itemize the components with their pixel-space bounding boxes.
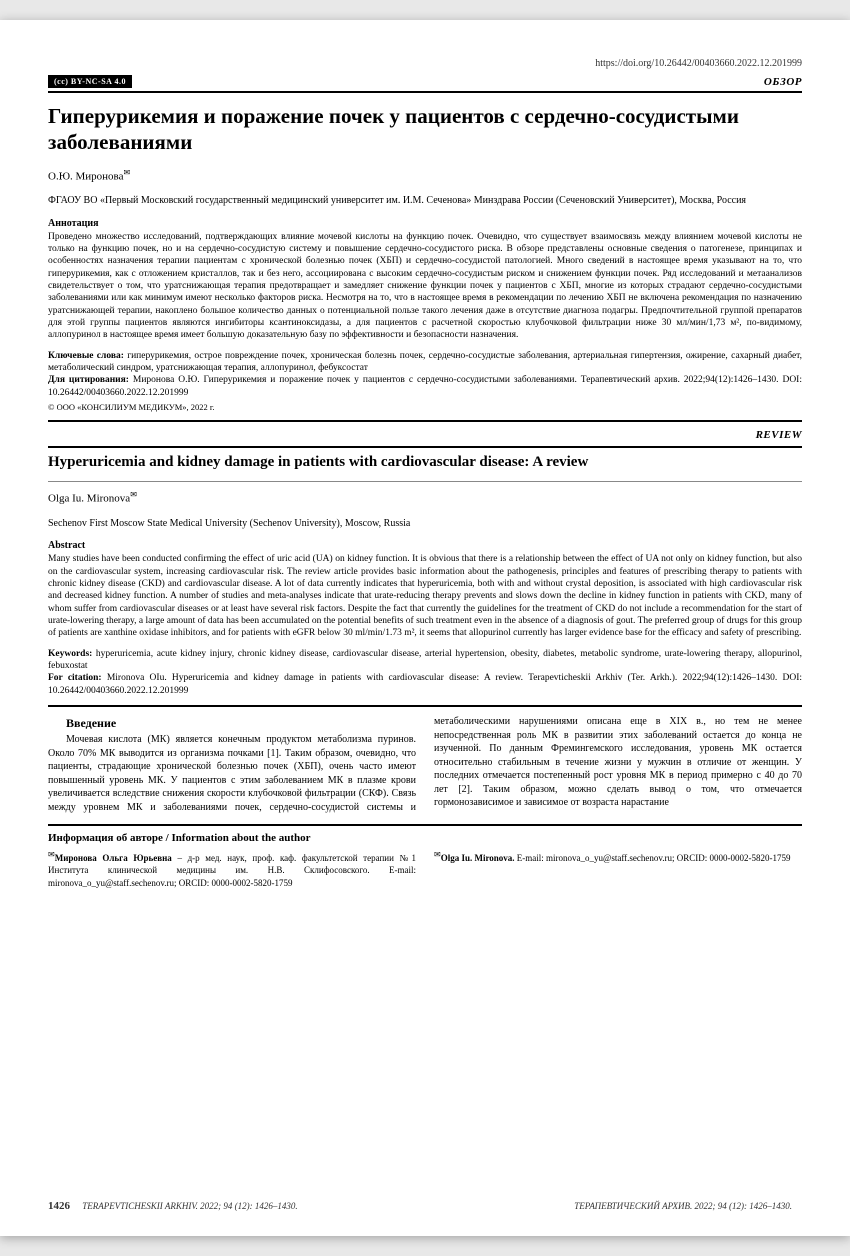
citation-ru: Миронова О.Ю. Гиперурикемия и поражение … [48, 375, 802, 397]
abstract-ru: Проведено множество исследований, подтве… [48, 231, 802, 342]
footer-right: ТЕРАПЕВТИЧЕСКИЙ АРХИВ. 2022; 94 (12): 14… [574, 1200, 802, 1212]
keywords-block-en: Keywords: hyperuricemia, acute kidney in… [48, 648, 802, 697]
citation-label-ru: Для цитирования: [48, 375, 129, 385]
intro-section: Введение Мочевая кислота (МК) является к… [48, 705, 802, 814]
author-info: Информация об авторе / Information about… [48, 824, 802, 888]
author-info-heading: Информация об авторе / Information about… [48, 832, 802, 844]
footer-right-text: ТЕРАПЕВТИЧЕСКИЙ АРХИВ. 2022; 94 (12): 14… [574, 1201, 792, 1211]
footer-left-text: TERAPEVTICHESKII ARKHIV. 2022; 94 (12): … [82, 1201, 297, 1211]
affiliation-en: Sechenov First Moscow State Medical Univ… [48, 517, 802, 531]
author-ru: О.Ю. Миронова✉ [48, 168, 802, 183]
author-info-ru: ✉Миронова Ольга Юрьевна – д-р мед. наук,… [48, 850, 416, 888]
intro-columns: Введение Мочевая кислота (МК) является к… [48, 715, 802, 814]
page-number: 1426 [48, 1200, 70, 1212]
intro-heading: Введение [48, 715, 416, 731]
author-info-en-name: Olga Iu. Mironova. [441, 853, 515, 863]
title-ru: Гиперурикемия и поражение почек у пациен… [48, 103, 802, 156]
article-type-ru: ОБЗОР [764, 76, 802, 88]
author-info-cols: ✉Миронова Ольга Юрьевна – д-р мед. наук,… [48, 850, 802, 888]
keywords-ru: гиперурикемия, острое повреждение почек,… [48, 351, 802, 373]
title-en: Hyperuricemia and kidney damage in patie… [48, 454, 802, 471]
keywords-en: hyperuricemia, acute kidney injury, chro… [48, 649, 802, 671]
author-name-en: Olga Iu. Mironova [48, 493, 130, 505]
header-row: (cc) BY-NC-SA 4.0 ОБЗОР [48, 75, 802, 93]
copyright: © ООО «КОНСИЛИУМ МЕДИКУМ», 2022 г. [48, 402, 802, 412]
mail-icon: ✉ [124, 168, 131, 177]
author-info-ru-name: Миронова Ольга Юрьевна [55, 853, 172, 863]
mail-icon: ✉ [434, 850, 441, 859]
journal-page: https://doi.org/10.26442/00403660.2022.1… [0, 20, 850, 1236]
license-badge: (cc) BY-NC-SA 4.0 [48, 75, 132, 88]
mail-icon: ✉ [48, 850, 55, 859]
keywords-label-en: Keywords: [48, 649, 92, 659]
author-name-ru: О.Ю. Миронова [48, 170, 124, 182]
mail-icon: ✉ [130, 490, 137, 499]
author-info-en-text: E-mail: mironova_o_yu@staff.sechenov.ru;… [515, 853, 791, 863]
author-info-en: ✉Olga Iu. Mironova. E-mail: mironova_o_y… [434, 850, 802, 888]
footer-left: 1426 TERAPEVTICHESKII ARKHIV. 2022; 94 (… [48, 1200, 298, 1212]
citation-label-en: For citation: [48, 673, 102, 683]
divider [48, 481, 802, 482]
doi: https://doi.org/10.26442/00403660.2022.1… [48, 58, 802, 69]
en-header: REVIEW [48, 420, 802, 448]
abstract-label-en: Abstract [48, 540, 802, 551]
abstract-label-ru: Аннотация [48, 218, 802, 229]
keywords-block-ru: Ключевые слова: гиперурикемия, острое по… [48, 350, 802, 399]
citation-en: Mironova OIu. Hyperuricemia and kidney d… [48, 673, 802, 695]
author-en: Olga Iu. Mironova✉ [48, 490, 802, 505]
abstract-en: Many studies have been conducted confirm… [48, 553, 802, 639]
page-footer: 1426 TERAPEVTICHESKII ARKHIV. 2022; 94 (… [48, 1200, 802, 1212]
article-type-en: REVIEW [756, 429, 802, 441]
affiliation-ru: ФГАОУ ВО «Первый Московский государствен… [48, 194, 802, 208]
keywords-label-ru: Ключевые слова: [48, 351, 124, 361]
